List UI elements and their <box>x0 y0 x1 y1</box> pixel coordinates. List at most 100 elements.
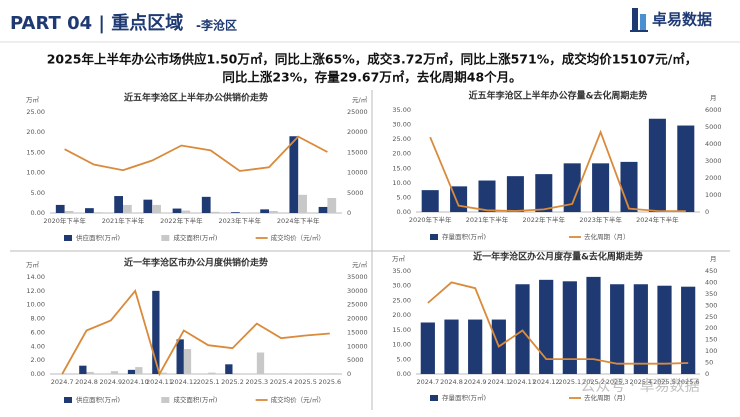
y2-tick-label: 250 <box>705 313 717 321</box>
bar <box>55 204 65 213</box>
x-tick-label: 2024年下半年 <box>636 215 679 224</box>
summary-line: 同比上涨23%，存量29.67万㎡，去化周期48个月。 <box>222 70 521 85</box>
x-tick-label: 2023年下半年 <box>219 216 262 225</box>
header-subtitle: -李沧区 <box>196 18 237 33</box>
y-tick-label: 5.00 <box>397 193 411 201</box>
y-unit: 万㎡ <box>392 254 406 263</box>
y2-tick-label: 20000 <box>347 128 368 136</box>
y-tick-label: 25.00 <box>392 296 411 304</box>
line <box>427 281 689 365</box>
y2-tick-label: 5000 <box>347 356 364 364</box>
x-tick-label: 2025.1 <box>197 378 220 386</box>
y2-tick-label: 10000 <box>347 342 368 350</box>
y-tick-label: 10.00 <box>392 341 411 349</box>
legend-swatch <box>161 235 170 241</box>
bar <box>281 373 289 374</box>
x-tick-label: 2025.5 <box>653 378 676 386</box>
bar <box>298 194 307 213</box>
y-tick-label: 0.00 <box>397 208 411 216</box>
header-title: PART 04 | 重点区域 <box>10 12 183 34</box>
legend-label: 成交面积(万㎡) <box>173 395 217 404</box>
x-tick-label: 2023年下半年 <box>579 215 622 224</box>
y2-tick-label: 25000 <box>347 301 368 309</box>
x-tick-label: 2024.1 <box>487 378 510 386</box>
bar <box>127 369 136 374</box>
bar <box>183 349 192 374</box>
x-tick-label: 2025.1 <box>558 378 581 386</box>
legend-label: 去化周期（月） <box>584 393 630 402</box>
y2-tick-label: 35000 <box>347 273 368 281</box>
bar <box>176 339 184 374</box>
y-unit: 万㎡ <box>26 95 40 104</box>
bar <box>327 197 337 213</box>
y-tick-label: 10.00 <box>392 179 411 187</box>
summary-line: 2025年上半年办公市场供应1.50万㎡，同比上涨65%，成交3.72万㎡，同比… <box>47 52 698 67</box>
legend-label: 去化周期（月） <box>584 232 630 241</box>
y-tick-label: 15.00 <box>392 326 411 334</box>
bar <box>633 284 648 374</box>
legend-label: 供应面积(万㎡) <box>76 233 120 242</box>
y2-tick-label: 3000 <box>705 157 722 165</box>
y2-tick-label: 0 <box>705 208 709 216</box>
x-tick-label: 2024.11 <box>509 378 536 386</box>
bar <box>677 125 695 212</box>
bar <box>269 210 278 213</box>
x-tick-label: 2024.8 <box>75 378 98 386</box>
y2-tick-label: 0 <box>705 370 709 378</box>
x-tick-label: 2022年下半年 <box>160 216 203 225</box>
bar <box>64 210 74 213</box>
watermark: 公众号 · 卓易数据 <box>580 377 699 395</box>
bar <box>208 372 216 374</box>
bar <box>305 373 313 374</box>
legend-swatch <box>430 234 438 240</box>
y2-tick-label: 350 <box>705 290 717 298</box>
y2-tick-label: 200 <box>705 324 717 332</box>
chart-title: 近五年李沧区上半年办公供销价走势 <box>124 92 268 104</box>
y-unit: 万㎡ <box>26 260 40 269</box>
bar <box>210 211 220 213</box>
y-tick-label: 0.00 <box>397 370 411 378</box>
y-tick-label: 20.00 <box>26 128 45 136</box>
x-tick-label: 2024.8 <box>440 378 463 386</box>
y-tick-label: 15.00 <box>26 148 45 156</box>
x-tick-label: 2024.9 <box>99 378 122 386</box>
bar <box>421 190 439 212</box>
bar <box>172 208 182 213</box>
bar <box>93 212 103 213</box>
y-tick-label: 25.00 <box>26 108 45 116</box>
y-tick-label: 30.00 <box>392 121 411 129</box>
y2-tick-label: 0 <box>347 370 351 378</box>
y-tick-label: 8.00 <box>31 315 45 323</box>
legend-swatch <box>64 235 72 241</box>
bar <box>85 208 94 213</box>
legend-label: 存量面积(万㎡) <box>442 232 486 241</box>
y2-tick-label: 15000 <box>347 328 368 336</box>
y2-tick-label: 25000 <box>347 108 368 116</box>
x-tick-label: 2022年下半年 <box>523 215 566 224</box>
x-tick-label: 2024.11 <box>146 378 173 386</box>
y-tick-label: 25.00 <box>392 135 411 143</box>
y2-tick-label: 2000 <box>705 174 722 182</box>
bar <box>135 367 143 374</box>
x-tick-label: 2025.5 <box>294 378 317 386</box>
legend-label: 成交均价（元/㎡） <box>271 233 325 242</box>
legend-label: 成交均价（元/㎡） <box>271 395 325 404</box>
bar <box>231 212 240 213</box>
line <box>64 135 328 172</box>
legend-swatch <box>161 397 170 403</box>
bar <box>123 204 132 213</box>
y2-tick-label: 4000 <box>705 140 722 148</box>
x-tick-label: 2024.10 <box>122 378 149 386</box>
bar <box>420 322 435 374</box>
x-tick-label: 2021年下半年 <box>102 216 145 225</box>
bar <box>592 163 610 212</box>
bar <box>478 180 496 212</box>
x-tick-label: 2025.3 <box>606 378 629 386</box>
x-tick-label: 2025.6 <box>677 378 700 386</box>
y-tick-label: 0.00 <box>31 209 45 217</box>
y-tick-label: 2.00 <box>31 356 45 364</box>
x-tick-label: 2024.7 <box>51 378 74 386</box>
bar <box>225 364 233 374</box>
y-tick-label: 4.00 <box>31 342 45 350</box>
